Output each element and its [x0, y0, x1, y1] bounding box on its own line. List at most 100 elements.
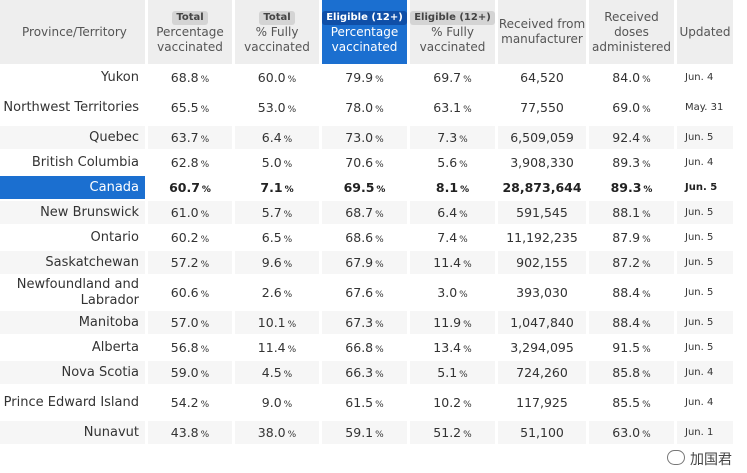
elig-full-cell: 69.7% [410, 66, 495, 89]
administered-cell: 88.4% [589, 276, 674, 309]
value: 5.6 [437, 155, 458, 170]
province-cell: Manitoba [0, 311, 145, 334]
value: 7.1 [260, 180, 283, 195]
value: 57.0 [170, 315, 199, 330]
unit: % [463, 75, 472, 85]
elig-pct-cell: 69.5% [322, 176, 407, 199]
elig-pct-cell: 78.0% [322, 91, 407, 124]
administered-cell: 88.4% [589, 311, 674, 334]
header-label: Received doses administered [592, 9, 671, 54]
province-cell: Northwest Territories [0, 91, 145, 124]
unit: % [200, 160, 210, 170]
value: 89.3 [610, 180, 642, 195]
header-eligible-percentage[interactable]: Eligible (12+) Percentage vaccinated [322, 0, 407, 64]
administered-cell: 69.0% [589, 91, 674, 124]
value: 62.8 [170, 155, 199, 170]
total-full-cell: 38.0% [235, 421, 319, 444]
value: 6.4 [261, 130, 282, 145]
total-pct-cell: 63.7% [148, 126, 232, 149]
administered-cell: 87.2% [589, 251, 674, 274]
unit: % [375, 345, 384, 355]
value: 89.3 [612, 155, 641, 170]
value: 69.5 [343, 180, 375, 195]
unit: % [463, 105, 472, 115]
updated-cell: Jun. 1 [677, 421, 733, 444]
value: 69.7 [433, 70, 462, 85]
table-row-national: Canada 60.7% 7.1% 69.5% 8.1% 28,873,644 … [0, 176, 733, 199]
total-pct-cell: 60.6% [148, 276, 232, 309]
value: 68.6 [345, 230, 374, 245]
unit: % [463, 400, 472, 410]
value: 11.4 [257, 340, 286, 355]
elig-full-cell: 7.4% [410, 226, 495, 249]
elig-full-cell: 7.3% [410, 126, 495, 149]
table-row: Yukon 68.8% 60.0% 79.9% 69.7% 64,520 84.… [0, 66, 733, 89]
elig-pct-cell: 67.6% [322, 276, 407, 309]
header-eligible-fully[interactable]: Eligible (12+) % Fully vaccinated [410, 0, 495, 64]
unit: % [283, 160, 293, 170]
elig-full-cell: 6.4% [410, 201, 495, 224]
received-cell: 11,192,235 [498, 226, 586, 249]
received-cell: 6,509,059 [498, 126, 586, 149]
unit: % [287, 75, 297, 85]
header-total-percentage[interactable]: Total Percentage vaccinated [148, 0, 232, 64]
received-cell: 3,294,095 [498, 336, 586, 359]
unit: % [200, 430, 210, 440]
updated-cell: Jun. 5 [677, 176, 733, 199]
total-full-cell: 5.0% [235, 151, 319, 174]
total-pct-cell: 59.0% [148, 361, 232, 384]
unit: % [463, 320, 472, 330]
table-row: Nova Scotia 59.0% 4.5% 66.3% 5.1% 724,26… [0, 361, 733, 384]
unit: % [642, 75, 651, 85]
value: 70.6 [345, 155, 374, 170]
total-pct-cell: 57.2% [148, 251, 232, 274]
header-label: Updated [679, 24, 731, 39]
unit: % [200, 345, 210, 355]
unit: % [283, 290, 293, 300]
elig-pct-cell: 67.9% [322, 251, 407, 274]
elig-full-cell: 63.1% [410, 91, 495, 124]
value: 43.8 [170, 425, 199, 440]
value: 11.9 [433, 315, 462, 330]
header-total-fully[interactable]: Total % Fully vaccinated [235, 0, 319, 64]
unit: % [287, 320, 297, 330]
unit: % [642, 160, 651, 170]
header-badge: Total [259, 11, 295, 25]
total-full-cell: 9.6% [235, 251, 319, 274]
header-administered[interactable]: Received doses administered [589, 0, 674, 64]
elig-full-cell: 51.2% [410, 421, 495, 444]
administered-cell: 89.3% [589, 176, 674, 199]
value: 63.7 [170, 130, 199, 145]
total-pct-cell: 56.8% [148, 336, 232, 359]
value: 87.9 [612, 230, 641, 245]
unit: % [375, 290, 384, 300]
value: 60.2 [170, 230, 199, 245]
value: 92.4 [612, 130, 641, 145]
unit: % [375, 400, 384, 410]
unit: % [643, 185, 653, 195]
value: 68.8 [170, 70, 199, 85]
unit: % [200, 370, 210, 380]
value: 60.7 [169, 180, 200, 195]
value: 60.6 [170, 285, 199, 300]
updated-cell: Jun. 4 [677, 151, 733, 174]
unit: % [287, 430, 297, 440]
header-province[interactable]: Province/Territory [0, 0, 145, 64]
header-received[interactable]: Received from manufacturer [498, 0, 586, 64]
province-cell: Newfoundland and Labrador [0, 276, 145, 309]
value: 59.0 [170, 365, 199, 380]
value: 10.1 [257, 315, 286, 330]
value: 5.7 [261, 205, 282, 220]
total-full-cell: 9.0% [235, 386, 319, 419]
unit: % [463, 260, 472, 270]
unit: % [642, 400, 651, 410]
province-cell: Nova Scotia [0, 361, 145, 384]
unit: % [460, 185, 470, 195]
value: 65.5 [170, 100, 199, 115]
elig-pct-cell: 70.6% [322, 151, 407, 174]
total-pct-cell: 54.2% [148, 386, 232, 419]
unit: % [283, 370, 293, 380]
elig-pct-cell: 61.5% [322, 386, 407, 419]
header-updated[interactable]: Updated [677, 0, 733, 64]
elig-full-cell: 13.4% [410, 336, 495, 359]
